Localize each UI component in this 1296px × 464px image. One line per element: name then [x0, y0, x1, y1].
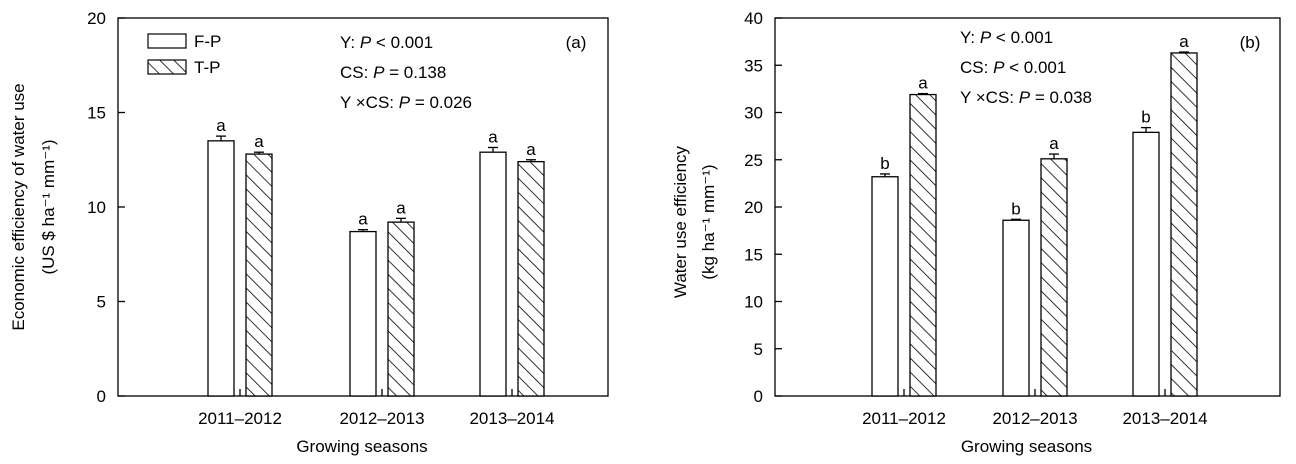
bar-f-p [479, 151, 507, 397]
significance-letter: b [1141, 108, 1150, 127]
bar-t-p [387, 221, 415, 397]
significance-letter: a [396, 198, 406, 217]
x-tick-label: 2011–2012 [198, 409, 282, 428]
y-tick-label: 30 [744, 104, 763, 123]
bar-t-p [1040, 158, 1068, 397]
y-tick-label: 10 [87, 198, 106, 217]
legend-label: T-P [194, 58, 220, 77]
y-tick-label: 10 [744, 293, 763, 312]
significance-letter: a [488, 127, 498, 146]
legend-swatch-f-p [147, 33, 187, 49]
significance-letter: a [358, 210, 368, 229]
bar-t-p [909, 93, 937, 397]
stat-line: Y ×CS: P = 0.038 [960, 88, 1092, 107]
chart-panel-a: 0 5 10 15 20 2011–2012 2012–2013 2013–2014 Growi… [9, 9, 609, 456]
x-axis-label: Growing seasons [296, 437, 427, 456]
y-tick-label: 35 [744, 56, 763, 75]
y-axis-label: Economic efficiency of water use [9, 83, 28, 330]
significance-letter: b [880, 154, 889, 173]
y-tick-label: 20 [744, 198, 763, 217]
stat-line: Y: P < 0.001 [960, 28, 1053, 47]
x-tick-label: 2012–2013 [992, 409, 1077, 428]
y-tick-label: 0 [754, 387, 763, 406]
bar-f-p [871, 176, 899, 397]
significance-letter: a [216, 116, 226, 135]
y-tick-label: 20 [87, 9, 106, 28]
stat-line: Y ×CS: P = 0.026 [340, 93, 472, 112]
x-tick-label: 2013–2014 [1122, 409, 1207, 428]
significance-letter: a [254, 132, 264, 151]
stat-line: CS: P = 0.138 [340, 63, 446, 82]
x-tick-label: 2012–2013 [339, 409, 424, 428]
bar-f-p [1132, 131, 1160, 397]
legend-swatch-t-p [147, 59, 187, 75]
bar-f-p [207, 140, 235, 397]
panel-label: (a) [566, 33, 587, 52]
y-axis-label: Water use efficiency [671, 145, 690, 298]
y-tick-label: 0 [97, 387, 106, 406]
bar-t-p [245, 153, 273, 397]
bar-f-p [1002, 219, 1030, 397]
x-tick-label: 2011–2012 [862, 409, 946, 428]
y-tick-label: 15 [87, 104, 106, 123]
significance-letter: a [918, 74, 928, 93]
legend-label: F-P [194, 32, 221, 51]
bar-t-p [517, 160, 545, 397]
y-axis-unit: (kg ha⁻¹ mm⁻¹) [699, 164, 718, 279]
x-axis-label: Growing seasons [961, 437, 1092, 456]
significance-letter: a [1049, 134, 1059, 153]
significance-letter: a [1179, 32, 1189, 51]
x-tick-label: 2013–2014 [469, 409, 554, 428]
y-tick-label: 40 [744, 9, 763, 28]
panel-label: (b) [1240, 33, 1261, 52]
y-tick-label: 5 [97, 293, 106, 312]
chart-panel-b: 0 5 10 15 20 25 30 35 40 2011–2012 2012–2013 2013–2… [671, 9, 1281, 456]
y-tick-label: 25 [744, 151, 763, 170]
bar-t-p [1170, 52, 1198, 397]
y-axis-unit: (US $ ha⁻¹ mm⁻¹) [39, 139, 58, 274]
bar-f-p [349, 230, 377, 397]
stat-line: Y: P < 0.001 [340, 33, 433, 52]
y-tick-label: 15 [744, 245, 763, 264]
stat-line: CS: P < 0.001 [960, 58, 1066, 77]
y-tick-label: 5 [754, 340, 763, 359]
significance-letter: a [526, 140, 536, 159]
significance-letter: b [1011, 199, 1020, 218]
